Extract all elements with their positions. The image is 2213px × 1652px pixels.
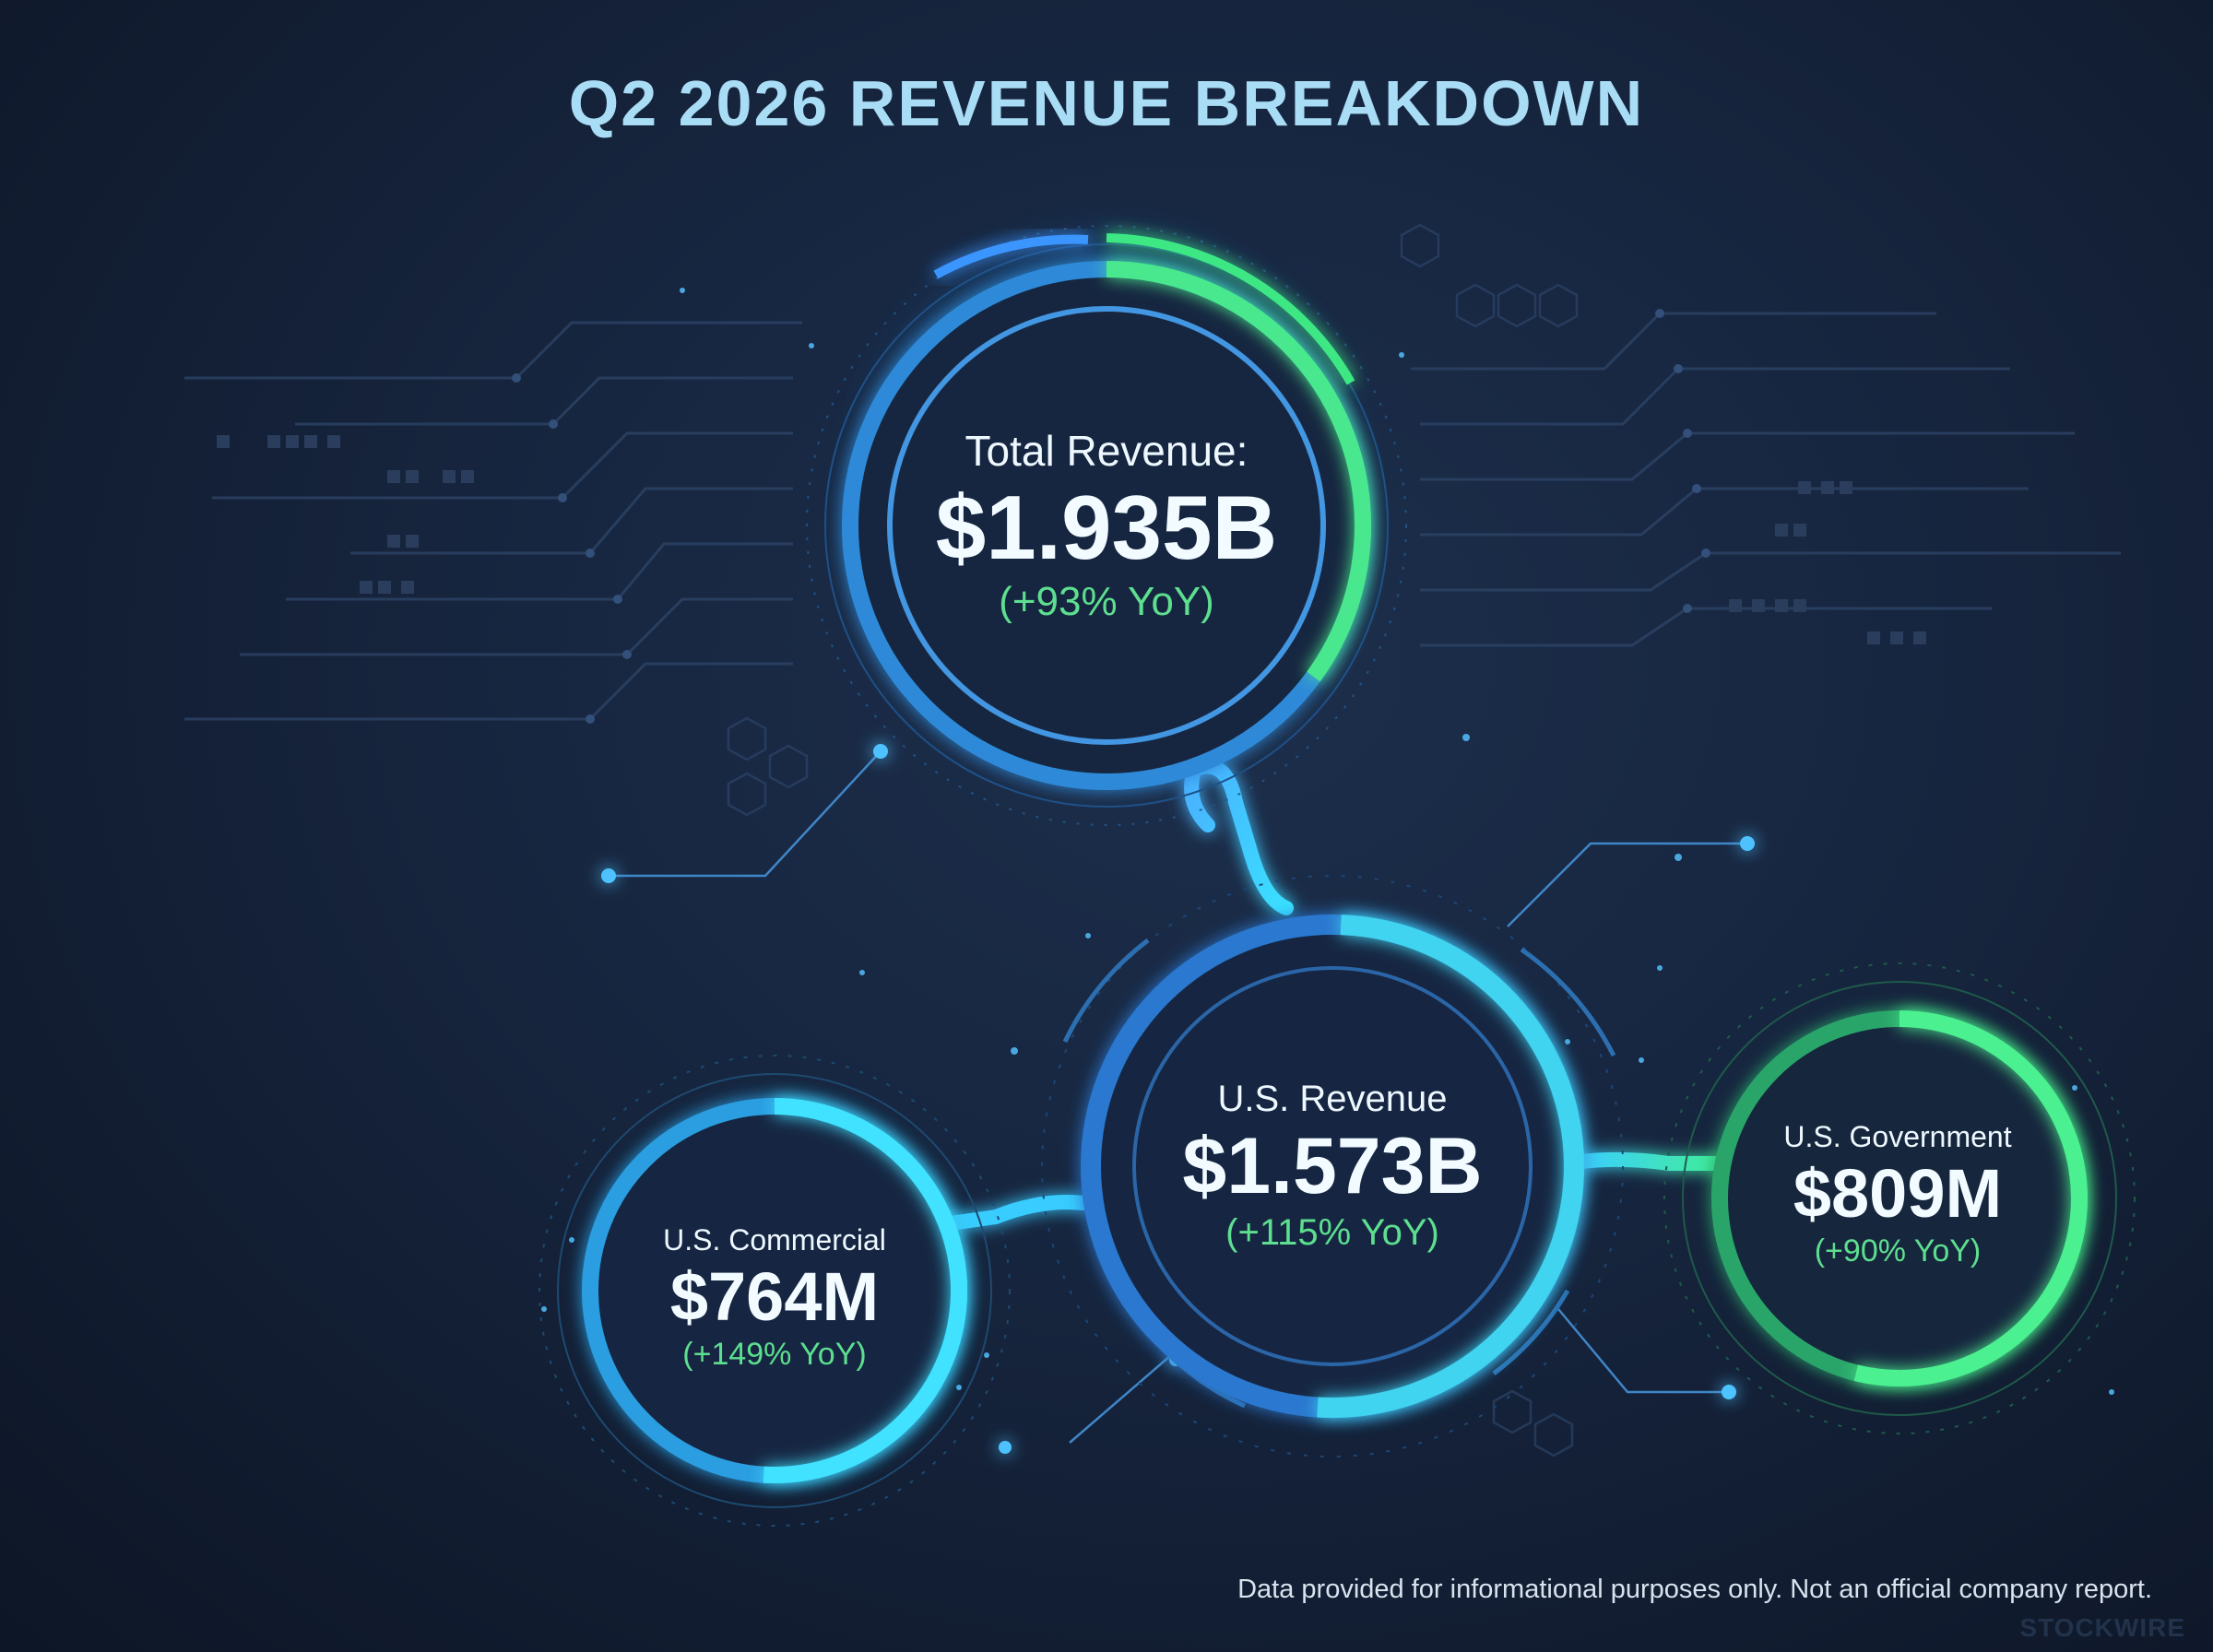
node-label: U.S. Government bbox=[1783, 1120, 2012, 1153]
node-label: U.S. Commercial bbox=[663, 1223, 886, 1257]
us-government-ring bbox=[1663, 962, 2136, 1434]
node-value: $764M bbox=[669, 1258, 880, 1335]
circuit-nodes-right bbox=[1655, 309, 1710, 613]
disclaimer-text: Data provided for informational purposes… bbox=[1237, 1575, 2152, 1604]
chart-title: Q2 2026 REVENUE BREAKDOWN bbox=[568, 67, 1645, 139]
node-total-revenue: Total Revenue: $1.935B (+93% YoY) bbox=[936, 426, 1278, 625]
node-label: Total Revenue: bbox=[964, 427, 1249, 475]
node-us-commercial: U.S. Commercial $764M (+149% YoY) bbox=[663, 1223, 886, 1373]
node-value: $1.573B bbox=[1182, 1122, 1483, 1210]
node-yoy: (+93% YoY) bbox=[999, 579, 1214, 624]
hexagon-pattern bbox=[727, 223, 1579, 1457]
us-revenue-ring bbox=[1041, 875, 1624, 1457]
circuit-traces-right bbox=[1411, 312, 2121, 647]
callout-lines bbox=[609, 750, 1747, 1444]
circuit-nodes-left bbox=[512, 373, 632, 724]
callout-dots bbox=[601, 744, 1755, 1454]
node-value: $809M bbox=[1793, 1155, 2003, 1232]
pixel-squares-right bbox=[1729, 481, 1926, 644]
node-value: $1.935B bbox=[935, 477, 1278, 578]
circuit-traces-left bbox=[184, 321, 802, 721]
node-yoy: (+149% YoY) bbox=[682, 1337, 867, 1372]
node-yoy: (+90% YoY) bbox=[1814, 1233, 1982, 1268]
watermark-logo: STOCKWIRE bbox=[2019, 1613, 2185, 1642]
node-us-government: U.S. Government $809M (+90% YoY) bbox=[1783, 1120, 2011, 1269]
connectors bbox=[924, 759, 1741, 1233]
total-revenue-ring bbox=[806, 225, 1407, 826]
node-label: U.S. Revenue bbox=[1217, 1079, 1448, 1119]
node-us-revenue: U.S. Revenue $1.573B (+115% YoY) bbox=[1182, 1079, 1482, 1254]
node-yoy: (+115% YoY) bbox=[1225, 1212, 1439, 1253]
pixel-squares-left bbox=[217, 435, 474, 594]
us-commercial-ring bbox=[538, 1055, 1011, 1527]
